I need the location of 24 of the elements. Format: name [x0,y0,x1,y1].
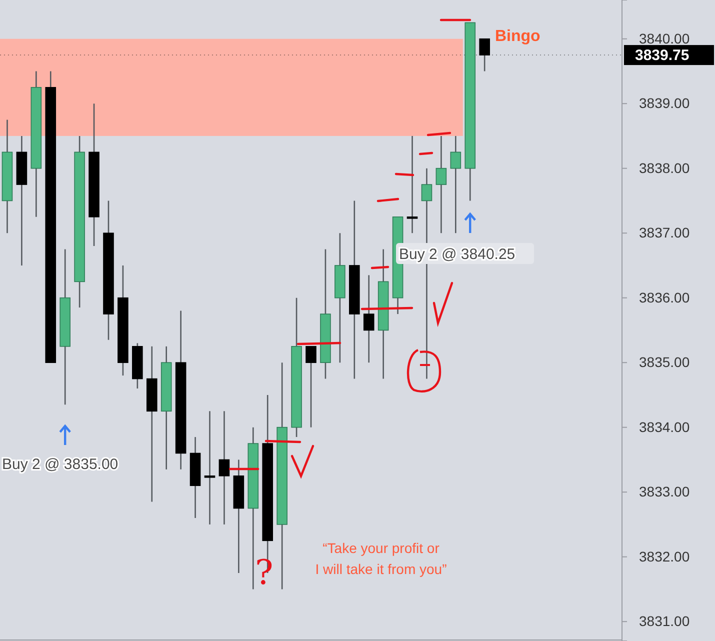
candlestick [363,274,374,364]
y-tick-label: 3839.00 [639,95,690,112]
y-tick-label: 3831.00 [639,613,690,630]
candlestick [204,410,216,526]
candlestick [218,410,230,526]
annotation: Bingo [495,28,541,45]
y-tick-label: 3832.00 [639,548,690,564]
ref-line-label: 3839.75 [635,47,690,64]
y-tick-label: 3836.00 [639,289,690,306]
annotation: ? [255,553,274,593]
y-tick-label: 3835.00 [639,354,690,370]
y-tick-label: 3834.00 [639,418,690,435]
candlestick [306,346,316,428]
y-tick-label: 3837.00 [639,224,690,241]
annotation: Buy 2 @ 3835.00 [2,456,118,473]
y-tick-label: 3833.00 [639,484,690,500]
candlestick [436,135,447,234]
y-tick-label: 3838.00 [639,160,690,176]
candlestick [479,38,490,72]
y-tick-label: 3840.00 [639,30,690,46]
candlestick [450,135,462,234]
annotation: “Take your profit or I will take it from you” [315,540,448,577]
annotation: Buy 2 @ 3840.25 [399,246,516,263]
candlestick [406,135,418,234]
